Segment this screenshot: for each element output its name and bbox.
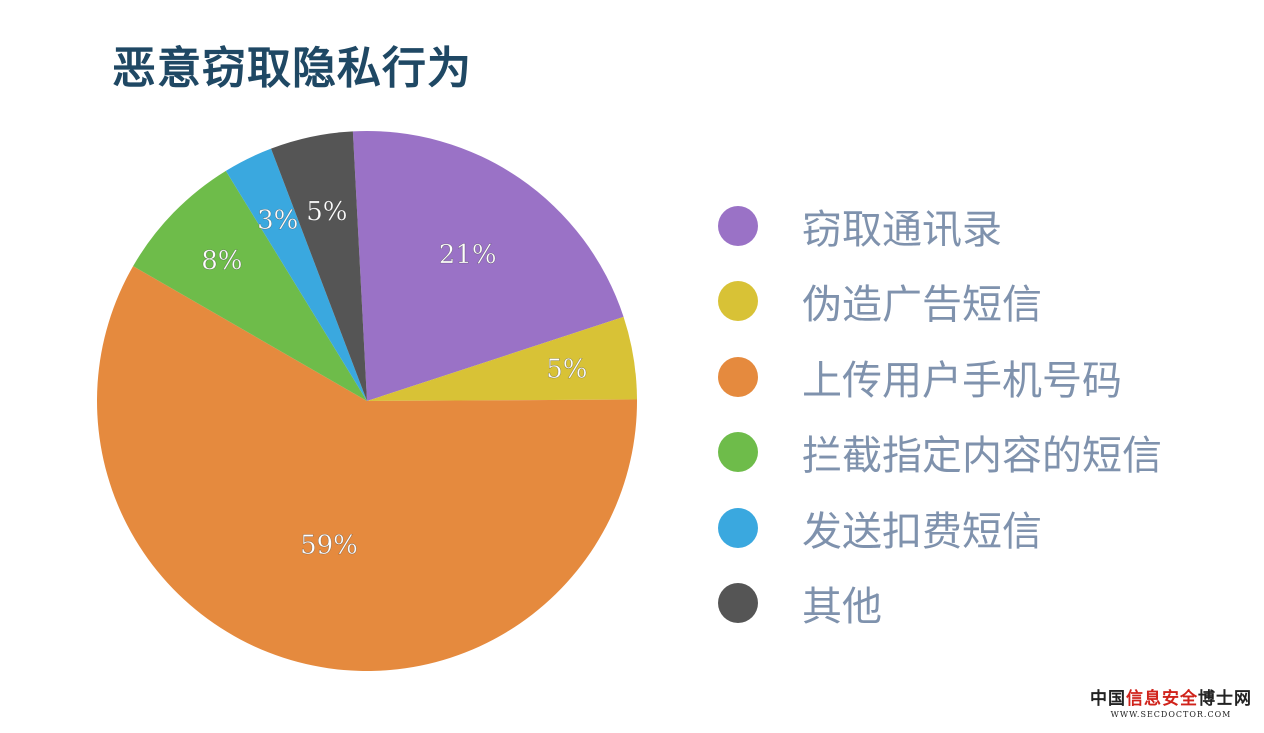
legend-item: 其他 [718, 566, 1162, 642]
slice-percent-label: 5% [306, 197, 347, 227]
pie-slice [367, 316, 637, 401]
slice-percent-label: 21% [439, 240, 497, 270]
legend-label: 拦截指定内容的短信 [802, 433, 1162, 480]
legend-swatch [718, 432, 758, 473]
watermark-url: WWW.SECDOCTOR.COM [1110, 710, 1232, 719]
slice-percent-label: 8% [201, 246, 242, 276]
watermark-logo: 中国信息安全博士网 [1090, 684, 1252, 709]
legend-label: 其他 [802, 584, 882, 631]
legend-item: 上传用户手机号码 [718, 339, 1162, 415]
legend-label: 发送扣费短信 [802, 508, 1042, 555]
legend-swatch [718, 583, 758, 624]
watermark-text-3: 博士网 [1198, 689, 1252, 709]
legend-swatch [718, 205, 758, 246]
legend-label: 上传用户手机号码 [802, 357, 1122, 404]
pie-slice [271, 131, 367, 401]
watermark-text-2: 信息安全 [1126, 689, 1198, 709]
chart-legend: 窃取通讯录伪造广告短信上传用户手机号码 拦截指定内容的短信 发送扣费短信 其他 [718, 188, 1162, 641]
slice-percent-label: 5% [546, 355, 587, 385]
pie-slice [225, 148, 367, 401]
legend-label: 伪造广告短信 [802, 282, 1042, 329]
pie-slice [352, 130, 624, 401]
slice-percent-label: 3% [257, 205, 298, 235]
legend-label: 窃取通讯录 [802, 206, 1002, 253]
legend-swatch [718, 507, 758, 548]
slice-percent-label: 59% [300, 531, 358, 561]
legend-item: 拦截指定内容的短信 [718, 415, 1162, 491]
legend-swatch [718, 356, 758, 397]
site-watermark: 中国信息安全博士网 WWW.SECDOCTOR.COM [1090, 684, 1252, 719]
legend-item: 发送扣费短信 [718, 490, 1162, 566]
watermark-text-1: 中国 [1090, 689, 1126, 709]
pie-slice [133, 170, 367, 401]
legend-swatch [718, 281, 758, 322]
page-title: 恶意窃取隐私行为 [112, 43, 472, 94]
pie-slice [97, 266, 638, 671]
legend-item: 窃取通讯录 [718, 188, 1162, 264]
legend-item: 伪造广告短信 [718, 264, 1162, 340]
